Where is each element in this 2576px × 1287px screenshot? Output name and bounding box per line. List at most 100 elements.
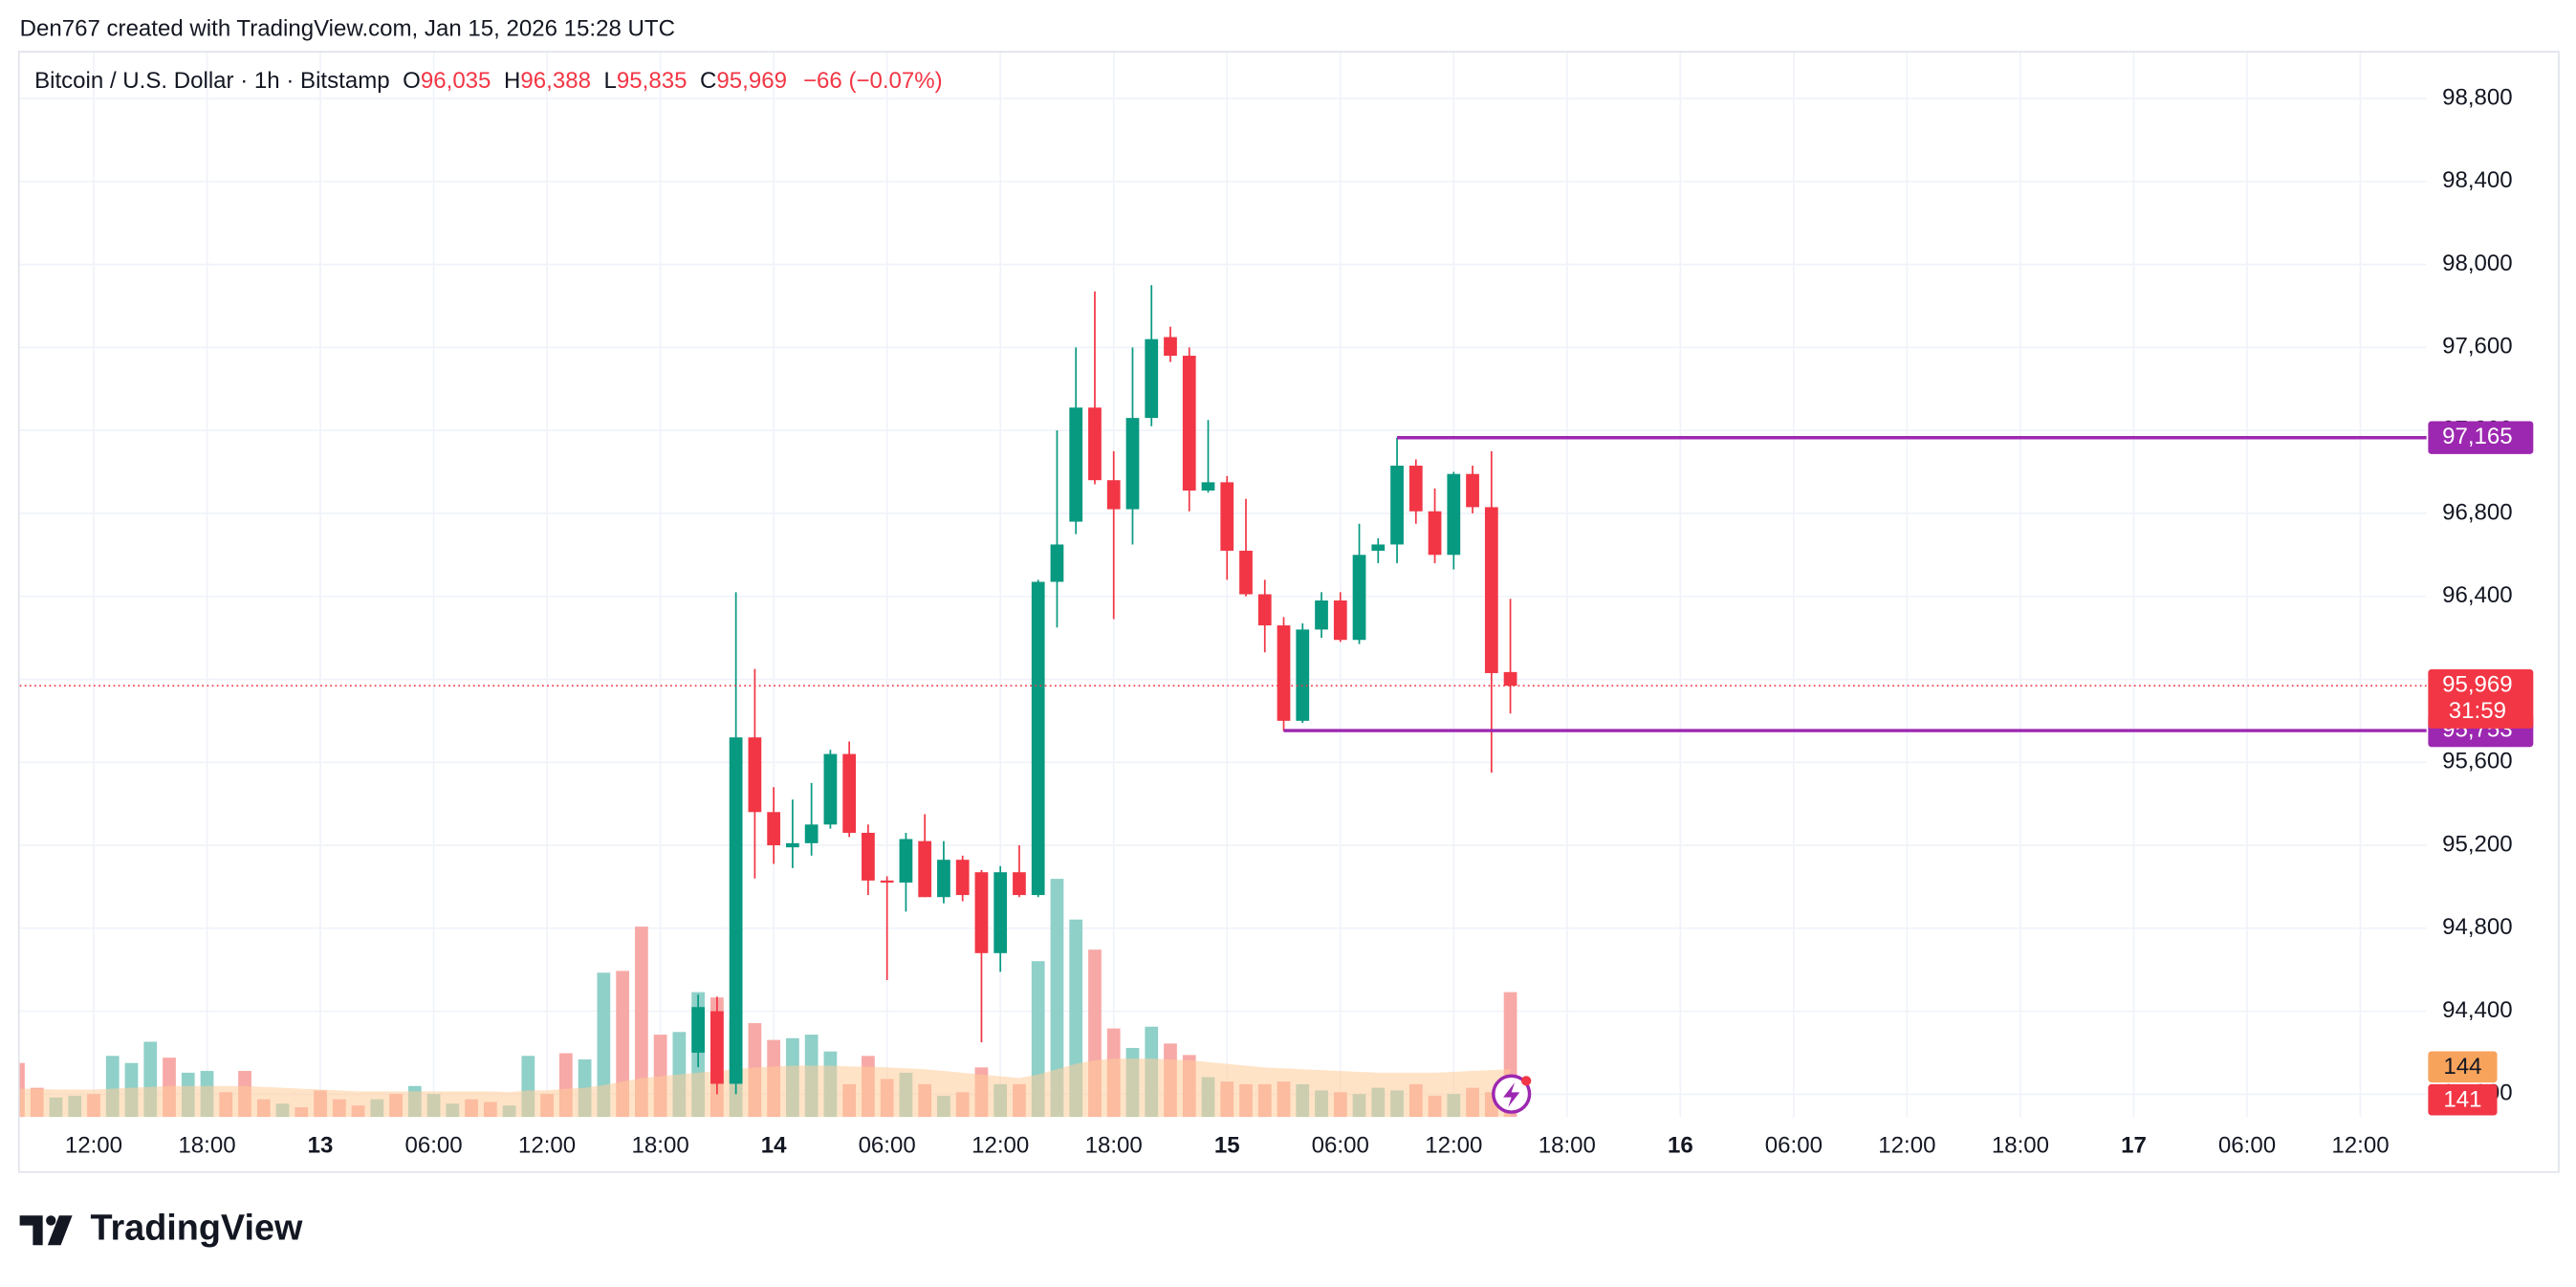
legend-key: C	[700, 68, 716, 94]
candle-body	[786, 842, 799, 848]
legend-value: 95,969	[716, 68, 787, 94]
candle-body	[1088, 407, 1102, 481]
candle-body	[1239, 550, 1253, 595]
candle-body	[1352, 555, 1366, 641]
y-tick-label: 94,400	[2442, 997, 2513, 1023]
candle-body	[899, 839, 913, 883]
candle-body	[937, 860, 950, 898]
x-tick-label: 12:00	[971, 1132, 1029, 1158]
assistant-icon	[1492, 1074, 1532, 1114]
candle-body	[993, 872, 1008, 953]
candle-body	[1257, 594, 1272, 626]
volume-ma-label: 144	[2443, 1054, 2481, 1080]
candle-body	[918, 840, 932, 898]
candle-body	[1201, 482, 1215, 491]
candle-body	[1031, 581, 1045, 896]
brand-name: TradingView	[90, 1209, 302, 1249]
candle-body	[1315, 600, 1328, 630]
x-tick-label: 16	[1668, 1132, 1693, 1158]
x-tick-label: 18:00	[1992, 1132, 2049, 1158]
last-price-box	[2428, 669, 2534, 729]
volume-bar	[616, 971, 629, 1118]
candle-body	[842, 753, 857, 833]
price-label: 97,165	[2442, 424, 2513, 449]
x-tick-label: 06:00	[1312, 1132, 1369, 1158]
volume-bar	[1050, 879, 1064, 1118]
candle-body	[767, 812, 781, 846]
x-tick-label: 18:00	[1085, 1132, 1143, 1158]
x-tick-label: 13	[308, 1132, 334, 1158]
candle-body	[1333, 600, 1347, 641]
x-tick-label: 18:00	[1539, 1132, 1596, 1158]
x-tick-label: 06:00	[2218, 1132, 2276, 1158]
legend-key: L	[604, 68, 617, 94]
candle-body	[1447, 473, 1461, 556]
x-tick-label: 12:00	[1425, 1132, 1482, 1158]
x-tick-label: 12:00	[1878, 1132, 1935, 1158]
volume-ma-area	[19, 1058, 1511, 1118]
last-price-label: 95,969	[2442, 672, 2513, 698]
x-tick-label: 18:00	[178, 1132, 235, 1158]
x-tick-label: 12:00	[65, 1132, 122, 1158]
candle-body	[1145, 338, 1159, 419]
volume-label-box	[2428, 1083, 2498, 1116]
volume-bar	[597, 972, 611, 1118]
candle-body	[1164, 337, 1177, 357]
x-tick-label: 14	[761, 1132, 787, 1158]
legend-key: O	[403, 68, 421, 94]
y-tick-label: 95,600	[2442, 749, 2513, 774]
legend-key: H	[504, 68, 520, 94]
candle-body	[823, 753, 838, 825]
candle-body	[955, 860, 970, 896]
candle-body	[1106, 480, 1121, 510]
candle-body	[1371, 544, 1386, 551]
candle-body	[1466, 473, 1479, 508]
volume-pane	[19, 879, 1517, 1118]
candle-body	[804, 824, 819, 843]
brand-logo	[19, 1215, 73, 1246]
price-label-box	[2428, 421, 2534, 454]
legend-value: 96,388	[520, 68, 591, 94]
grid: 94,00094,40094,80095,20095,60096,00096,4…	[19, 52, 2513, 1158]
candle-body	[729, 737, 743, 1084]
candle-body	[1069, 407, 1083, 522]
countdown-label: 31:59	[2449, 698, 2506, 724]
legend-value: 96,035	[421, 68, 491, 94]
x-tick-label: 06:00	[859, 1132, 916, 1158]
x-tick-label: 12:00	[2331, 1132, 2389, 1158]
candle-body	[1428, 511, 1442, 556]
y-tick-label: 98,400	[2442, 167, 2513, 193]
candle-body	[1296, 629, 1310, 721]
x-tick-label: 17	[2121, 1132, 2147, 1158]
legend: Bitcoin / U.S. Dollar · 1h · Bitstamp O9…	[34, 68, 943, 94]
candle-body	[1277, 625, 1291, 721]
candle-body	[1050, 544, 1064, 582]
x-tick-label: 15	[1214, 1132, 1240, 1158]
legend-change: −66 (−0.07%)	[803, 68, 943, 94]
legend-value: 95,835	[617, 68, 688, 94]
x-tick-label: 06:00	[404, 1132, 462, 1158]
candle-body	[1503, 671, 1517, 687]
candle-body	[691, 1007, 706, 1053]
candle-body	[1125, 418, 1140, 510]
byline: Den767 created with TradingView.com, Jan…	[20, 15, 675, 41]
volume-label: 141	[2443, 1086, 2481, 1112]
candle-body	[1390, 466, 1404, 545]
y-tick-label: 98,800	[2442, 84, 2513, 110]
y-tick-label: 97,600	[2442, 334, 2513, 360]
candle-body	[710, 1011, 724, 1084]
y-tick-label: 95,200	[2442, 831, 2513, 857]
candle-body	[1013, 872, 1026, 896]
volume-ma-label-box	[2428, 1051, 2498, 1083]
volume-bar	[634, 927, 648, 1118]
candle-body	[1408, 466, 1423, 512]
y-tick-label: 98,000	[2442, 251, 2513, 276]
candle-body	[1182, 356, 1196, 491]
candle-body	[974, 872, 989, 953]
x-tick-label: 18:00	[632, 1132, 689, 1158]
x-tick-label: 12:00	[518, 1132, 576, 1158]
candle-body	[862, 832, 875, 881]
